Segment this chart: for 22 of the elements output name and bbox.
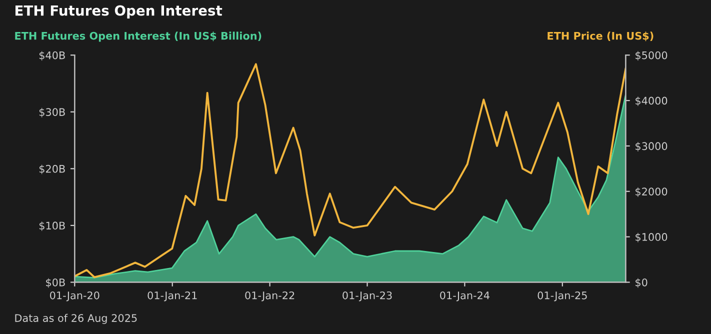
- x-tick-label: 01-Jan-22: [245, 291, 294, 302]
- y-tick-label: $20B: [39, 164, 65, 174]
- x-tick-label: 01-Jan-23: [342, 291, 392, 302]
- y2-tick-label: $0: [636, 278, 648, 288]
- line-series: [74, 63, 626, 278]
- x-tick-label: 01-Jan-20: [50, 291, 100, 302]
- y2-tick-label: $1000: [636, 232, 668, 242]
- x-tick-label: 01-Jan-25: [538, 291, 587, 302]
- y2-axis-title: ETH Price (In US$): [548, 32, 654, 42]
- y-tick-label: $0B: [46, 278, 65, 288]
- x-tick-label: 01-Jan-21: [148, 291, 197, 302]
- y2-tick-label: $2000: [636, 187, 668, 197]
- y2-tick-label: $3000: [636, 142, 668, 152]
- y-tick-label: $30B: [39, 108, 65, 118]
- chart-title: ETH Futures Open Interest: [15, 5, 222, 18]
- y-axis-title: ETH Futures Open Interest (In US$ Billion): [15, 32, 262, 42]
- y-tick-label: $10B: [39, 221, 65, 231]
- y-tick-label: $40B: [39, 51, 65, 61]
- text: Data as of 26 Aug 2025: [15, 314, 137, 324]
- y2-tick-label: $4000: [636, 96, 668, 106]
- y2-tick-label: $5000: [636, 51, 668, 61]
- x-tick-label: 01-Jan-24: [440, 291, 490, 302]
